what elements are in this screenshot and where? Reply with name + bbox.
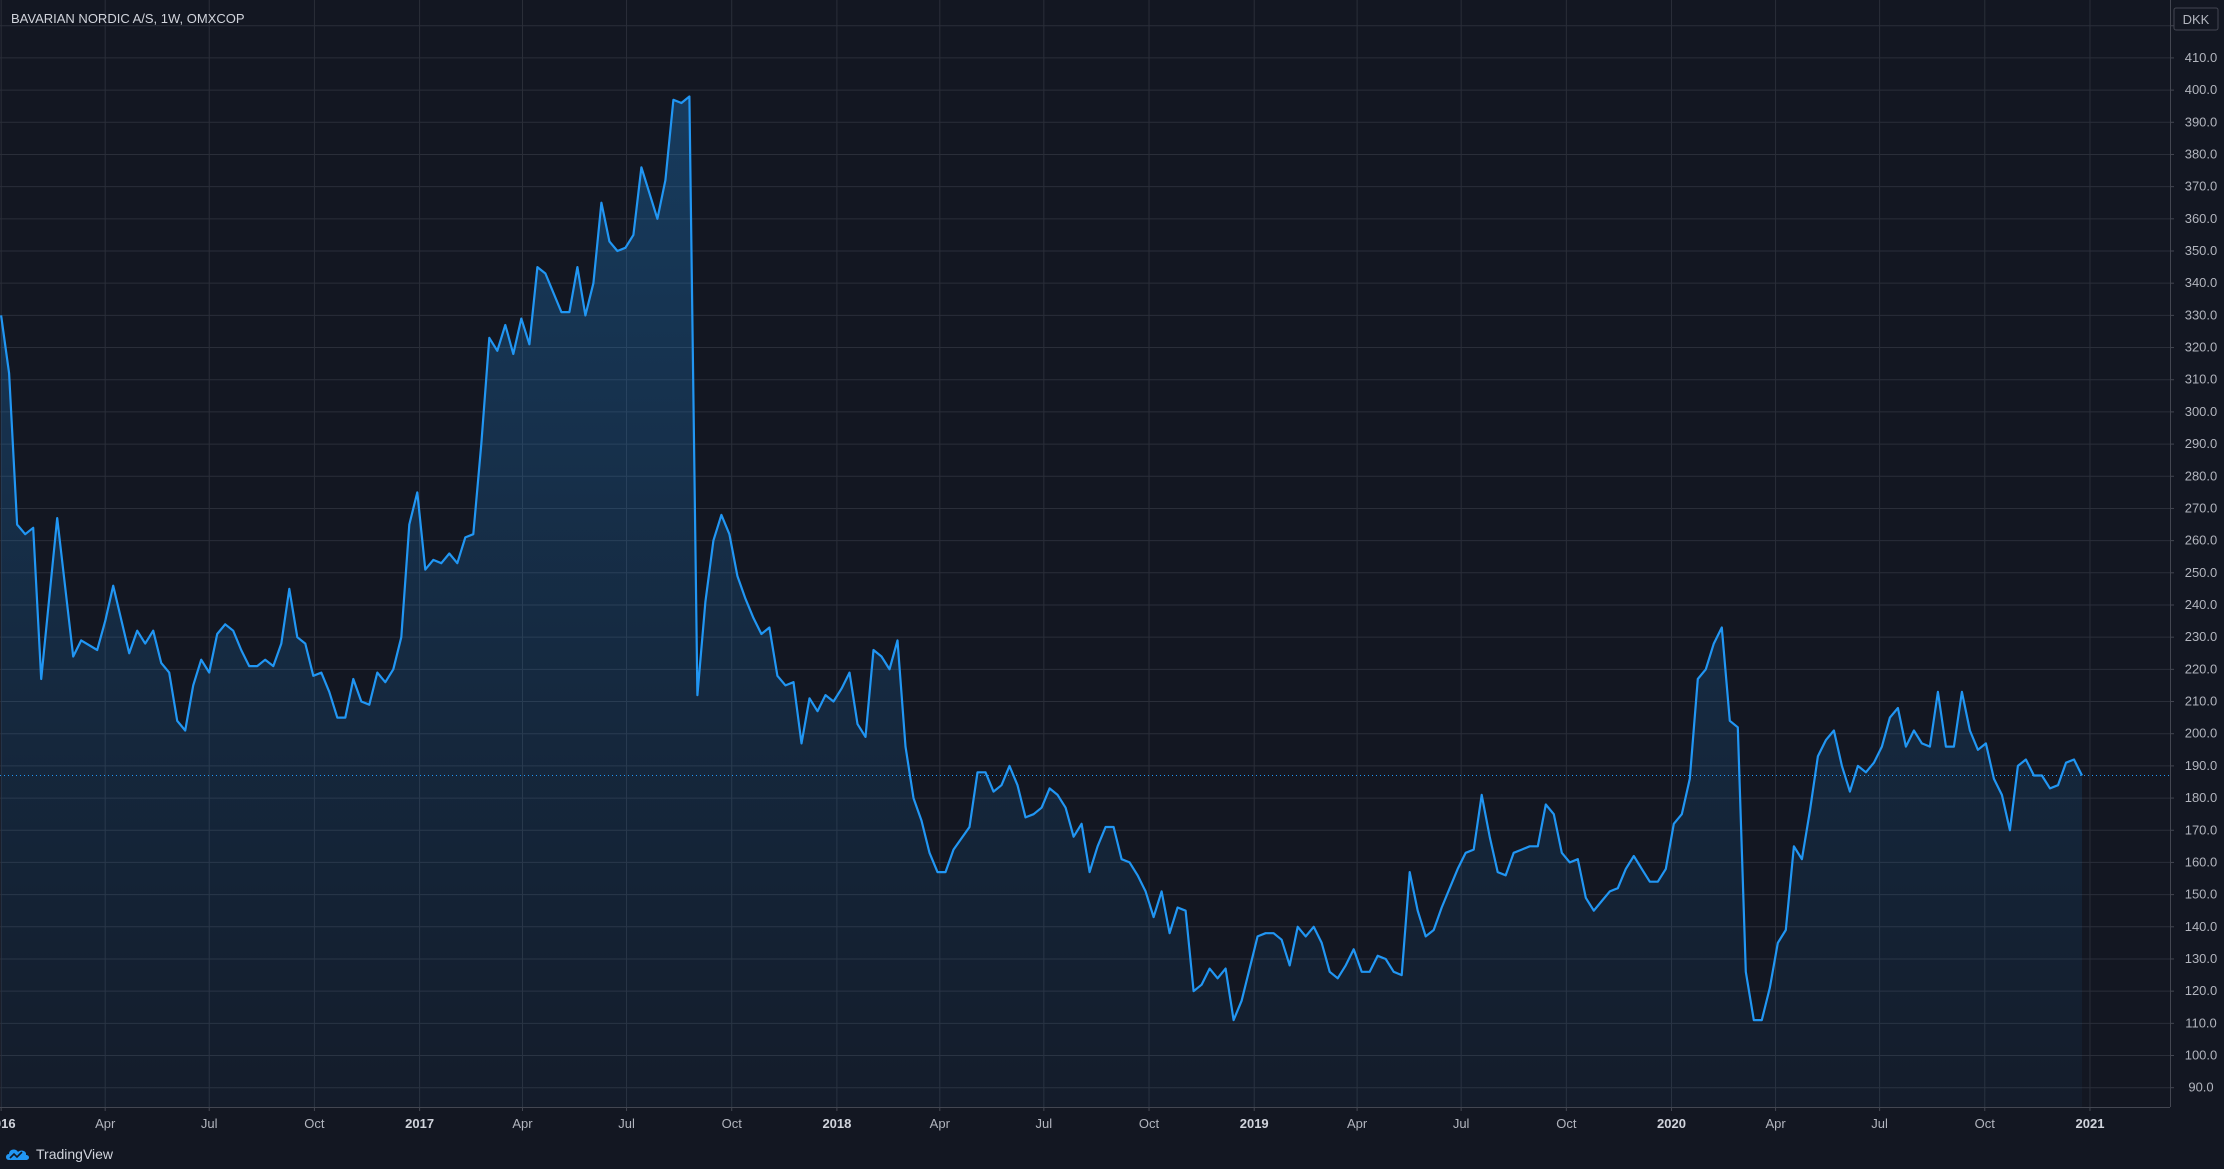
price-tick-label: 220.0 xyxy=(2185,661,2218,676)
price-tick-label: 180.0 xyxy=(2185,790,2218,805)
price-tick-label: 170.0 xyxy=(2185,822,2218,837)
tradingview-cloud-icon xyxy=(6,1149,29,1160)
price-tick-label: 240.0 xyxy=(2185,597,2218,612)
price-tick-label: 340.0 xyxy=(2185,275,2218,290)
price-tick-label: 330.0 xyxy=(2185,307,2218,322)
price-scale[interactable]: 90.0 100.0 110.0 120.0 130.0 140.0 150.0 160.0 1… xyxy=(2170,18,2217,1095)
price-tick-label: 290.0 xyxy=(2185,436,2218,451)
time-tick-label: Jul xyxy=(1453,1116,1470,1131)
time-tick-label: Jul xyxy=(618,1116,635,1131)
time-tick-label: Apr xyxy=(95,1116,116,1131)
price-tick-label: 140.0 xyxy=(2185,919,2218,934)
price-tick-label: 150.0 xyxy=(2185,887,2218,902)
price-tick-label: 380.0 xyxy=(2185,146,2218,161)
price-tick-label: 210.0 xyxy=(2185,694,2218,709)
time-tick-label: Oct xyxy=(1139,1116,1160,1131)
time-scale[interactable]: 2016 Apr Jul Oct 2017 Apr Jul Oct 2018 Apr Jul Oct 2… xyxy=(0,1107,2104,1131)
price-tick-label: 110.0 xyxy=(2185,1015,2217,1030)
price-tick-label: 400.0 xyxy=(2185,82,2218,97)
time-tick-label: Jul xyxy=(201,1116,218,1131)
time-tick-label: Apr xyxy=(930,1116,951,1131)
price-tick-label: 100.0 xyxy=(2185,1048,2218,1063)
price-tick-label: 300.0 xyxy=(2185,404,2218,419)
price-tick-label: 350.0 xyxy=(2185,243,2218,258)
price-series-line xyxy=(0,95,2083,1022)
time-tick-label: 2017 xyxy=(405,1116,434,1131)
price-tick-label: 390.0 xyxy=(2185,114,2218,129)
time-tick-label: Oct xyxy=(1556,1116,1577,1131)
time-tick-label: Apr xyxy=(512,1116,533,1131)
currency-label-text: DKK xyxy=(2183,12,2210,27)
price-tick-label: 410.0 xyxy=(2185,50,2218,65)
price-tick-label: 120.0 xyxy=(2185,983,2218,998)
price-tick-label: 370.0 xyxy=(2185,179,2218,194)
price-tick-label: 270.0 xyxy=(2185,500,2218,515)
price-tick-label: 260.0 xyxy=(2185,533,2218,548)
time-tick-label: 2020 xyxy=(1657,1116,1686,1131)
time-tick-label: Oct xyxy=(722,1116,743,1131)
price-tick-label: 230.0 xyxy=(2185,629,2218,644)
time-tick-label: 2019 xyxy=(1240,1116,1269,1131)
brand-name: TradingView xyxy=(36,1146,114,1162)
time-tick-label: 2021 xyxy=(2076,1116,2105,1131)
time-tick-label: Apr xyxy=(1765,1116,1786,1131)
time-tick-label: Oct xyxy=(304,1116,325,1131)
time-tick-label: Jul xyxy=(1036,1116,1053,1131)
axes xyxy=(0,0,2171,1108)
price-tick-label: 200.0 xyxy=(2185,726,2218,741)
brand-logo[interactable]: TradingView xyxy=(4,1146,113,1162)
price-tick-label: 320.0 xyxy=(2185,340,2218,355)
price-tick-label: 310.0 xyxy=(2185,372,2218,387)
price-tick-label: 280.0 xyxy=(2185,468,2218,483)
price-tick-label: 130.0 xyxy=(2185,951,2218,966)
price-tick-label: 90.0 xyxy=(2188,1080,2213,1095)
time-tick-label: 2018 xyxy=(822,1116,851,1131)
price-tick-label: 360.0 xyxy=(2185,211,2218,226)
time-tick-label: Oct xyxy=(1975,1116,1996,1131)
price-tick-label: 190.0 xyxy=(2185,758,2218,773)
currency-label[interactable]: DKK xyxy=(2173,7,2219,31)
price-tick-label: 160.0 xyxy=(2185,854,2218,869)
time-tick-label: Apr xyxy=(1347,1116,1368,1131)
time-tick-label: 2016 xyxy=(0,1116,16,1131)
price-area xyxy=(0,95,2083,1107)
time-tick-label: Jul xyxy=(1871,1116,1888,1131)
chart-title: BAVARIAN NORDIC A/S, 1W, OMXCOP xyxy=(11,11,245,26)
price-tick-label: 250.0 xyxy=(2185,565,2218,580)
